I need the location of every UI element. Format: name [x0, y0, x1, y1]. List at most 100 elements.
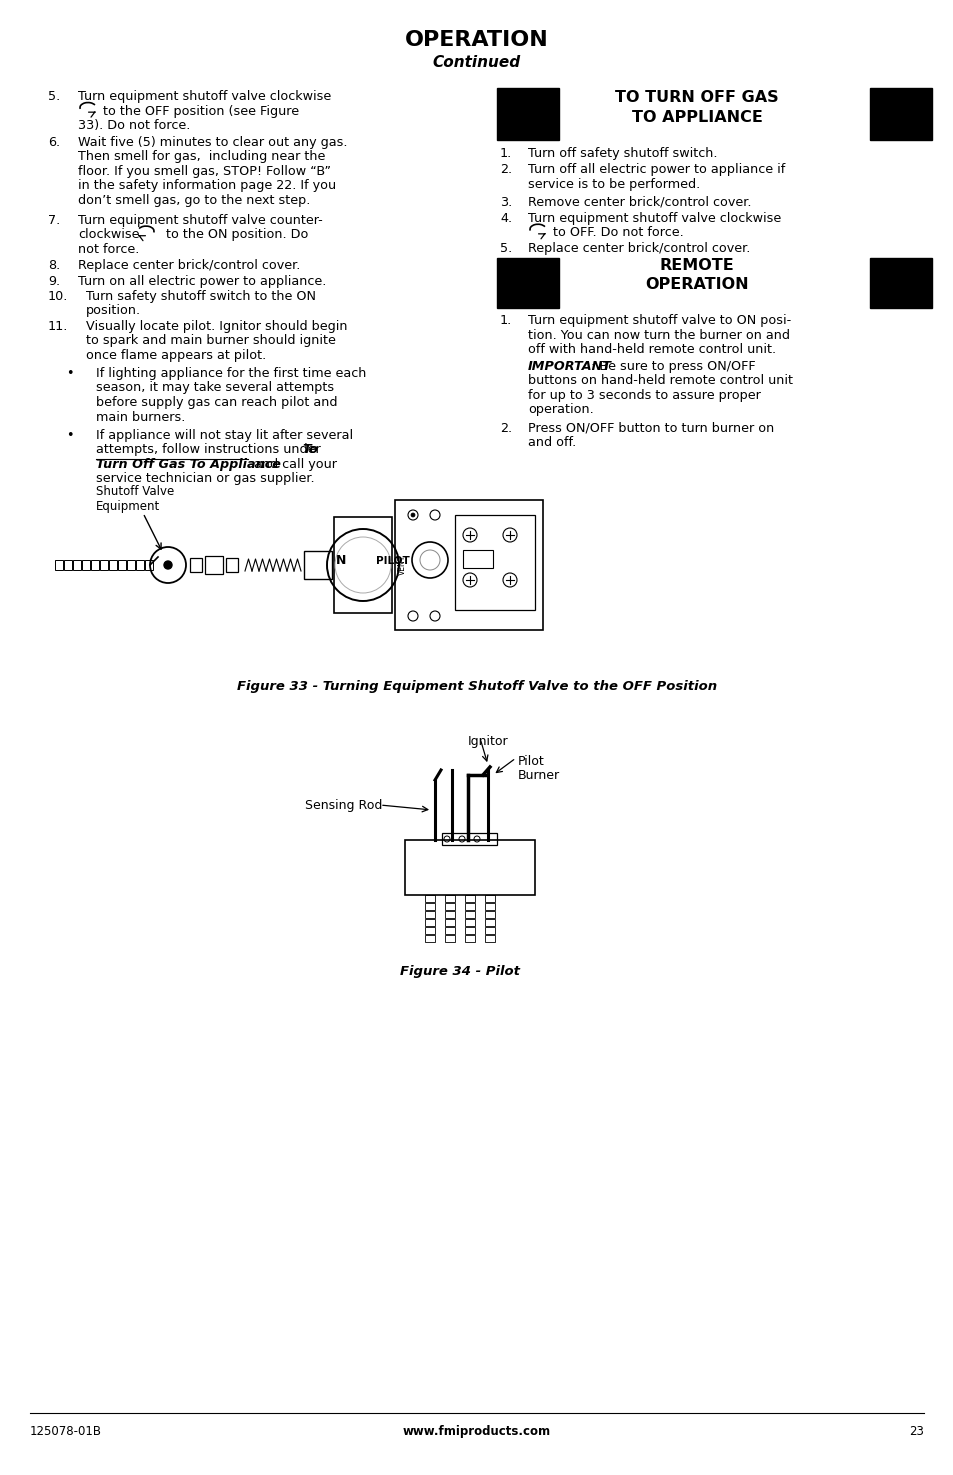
- Bar: [395, 500, 542, 630]
- Text: service is to be performed.: service is to be performed.: [527, 177, 700, 190]
- Text: service technician or gas supplier.: service technician or gas supplier.: [96, 472, 314, 485]
- Text: •: •: [66, 429, 73, 441]
- Text: and call your: and call your: [250, 457, 336, 471]
- Bar: [424, 926, 435, 934]
- Text: Turn safety shutoff switch to the ON: Turn safety shutoff switch to the ON: [86, 291, 315, 302]
- Bar: [82, 560, 90, 569]
- Bar: [869, 88, 931, 140]
- Bar: [127, 560, 135, 569]
- Bar: [484, 926, 495, 934]
- Text: OPERATION: OPERATION: [405, 30, 548, 50]
- Text: 8.: 8.: [48, 260, 60, 273]
- Text: 1.: 1.: [499, 314, 512, 327]
- Bar: [444, 926, 455, 934]
- Text: 6.: 6.: [48, 136, 60, 149]
- Text: Ignitor: Ignitor: [468, 735, 508, 748]
- Bar: [405, 839, 535, 895]
- Bar: [444, 919, 455, 926]
- Text: 2.: 2.: [499, 422, 512, 435]
- Text: Turn equipment shutoff valve counter-: Turn equipment shutoff valve counter-: [78, 214, 322, 227]
- Text: Burner: Burner: [517, 768, 559, 782]
- Bar: [497, 88, 558, 140]
- Bar: [424, 935, 435, 943]
- Text: 2.: 2.: [499, 164, 512, 176]
- Text: off with hand-held remote control unit.: off with hand-held remote control unit.: [527, 344, 776, 355]
- Text: TO APPLIANCE: TO APPLIANCE: [631, 111, 761, 125]
- Bar: [205, 556, 223, 574]
- Text: not force.: not force.: [78, 242, 139, 255]
- Bar: [484, 919, 495, 926]
- Bar: [100, 560, 108, 569]
- Text: 5.: 5.: [499, 242, 512, 255]
- Text: Shutoff Valve: Shutoff Valve: [96, 485, 174, 499]
- Text: IMPORTANT: IMPORTANT: [527, 360, 612, 373]
- Bar: [136, 560, 144, 569]
- Circle shape: [411, 513, 415, 518]
- Text: clockwise: clockwise: [78, 229, 139, 240]
- Text: for up to 3 seconds to assure proper: for up to 3 seconds to assure proper: [527, 389, 760, 401]
- Text: 7.: 7.: [48, 214, 60, 227]
- Bar: [497, 258, 558, 308]
- Text: REMOTE: REMOTE: [659, 258, 734, 273]
- Text: tion. You can now turn the burner on and: tion. You can now turn the burner on and: [527, 329, 789, 342]
- Text: Turn on all electric power to appliance.: Turn on all electric power to appliance.: [78, 274, 326, 288]
- Text: Replace center brick/control cover.: Replace center brick/control cover.: [527, 242, 750, 255]
- Bar: [444, 935, 455, 943]
- Text: 11.: 11.: [48, 320, 69, 333]
- Bar: [190, 558, 202, 572]
- Bar: [304, 552, 332, 580]
- Text: Sensing Rod: Sensing Rod: [305, 798, 382, 811]
- Text: N: N: [335, 555, 346, 568]
- Text: to OFF. Do not force.: to OFF. Do not force.: [553, 226, 683, 239]
- Text: season, it may take several attempts: season, it may take several attempts: [96, 382, 334, 394]
- Text: If appliance will not stay lit after several: If appliance will not stay lit after sev…: [96, 429, 353, 441]
- Text: Continued: Continued: [433, 55, 520, 69]
- Bar: [464, 895, 475, 903]
- Bar: [464, 903, 475, 910]
- Text: Turn off safety shutoff switch.: Turn off safety shutoff switch.: [527, 148, 717, 159]
- Bar: [484, 903, 495, 910]
- Bar: [464, 935, 475, 943]
- Text: VENT: VENT: [397, 555, 406, 575]
- Bar: [424, 903, 435, 910]
- Text: 10.: 10.: [48, 291, 69, 302]
- Text: Turn equipment shutoff valve to ON posi-: Turn equipment shutoff valve to ON posi-: [527, 314, 790, 327]
- Bar: [869, 258, 931, 308]
- Bar: [145, 560, 152, 569]
- Text: floor. If you smell gas, STOP! Follow “B”: floor. If you smell gas, STOP! Follow “B…: [78, 165, 331, 178]
- Text: in the safety information page 22. If you: in the safety information page 22. If yo…: [78, 180, 335, 192]
- Text: : Be sure to press ON/OFF: : Be sure to press ON/OFF: [590, 360, 755, 373]
- Text: Then smell for gas,  including near the: Then smell for gas, including near the: [78, 150, 325, 164]
- Text: Figure 33 - Turning Equipment Shutoff Valve to the OFF Position: Figure 33 - Turning Equipment Shutoff Va…: [236, 680, 717, 693]
- Text: Turn equipment shutoff valve clockwise: Turn equipment shutoff valve clockwise: [527, 212, 781, 224]
- Bar: [444, 903, 455, 910]
- Text: Wait five (5) minutes to clear out any gas.: Wait five (5) minutes to clear out any g…: [78, 136, 347, 149]
- Text: 1.: 1.: [499, 148, 512, 159]
- Bar: [118, 560, 126, 569]
- Bar: [444, 895, 455, 903]
- Text: to the ON position. Do: to the ON position. Do: [166, 229, 308, 240]
- Bar: [424, 895, 435, 903]
- Text: Figure 34 - Pilot: Figure 34 - Pilot: [399, 965, 519, 978]
- Bar: [226, 558, 237, 572]
- Bar: [484, 895, 495, 903]
- Bar: [441, 833, 497, 845]
- Text: •: •: [66, 367, 73, 381]
- Bar: [64, 560, 71, 569]
- Text: 23: 23: [908, 1425, 923, 1438]
- Text: before supply gas can reach pilot and: before supply gas can reach pilot and: [96, 395, 337, 409]
- Bar: [484, 935, 495, 943]
- Bar: [444, 912, 455, 917]
- Text: don’t smell gas, go to the next step.: don’t smell gas, go to the next step.: [78, 193, 310, 206]
- Text: position.: position.: [86, 304, 141, 317]
- Text: to the OFF position (see Figure: to the OFF position (see Figure: [103, 105, 299, 118]
- Text: Pilot: Pilot: [517, 755, 544, 768]
- Text: 125078-01B: 125078-01B: [30, 1425, 102, 1438]
- Text: Turn Off Gas To Appliance: Turn Off Gas To Appliance: [96, 457, 280, 471]
- Bar: [424, 912, 435, 917]
- Text: main burners.: main burners.: [96, 410, 185, 423]
- Text: Turn off all electric power to appliance if: Turn off all electric power to appliance…: [527, 164, 784, 176]
- Text: 33). Do not force.: 33). Do not force.: [78, 119, 191, 133]
- Text: attempts, follow instructions under: attempts, follow instructions under: [96, 442, 324, 456]
- Bar: [464, 919, 475, 926]
